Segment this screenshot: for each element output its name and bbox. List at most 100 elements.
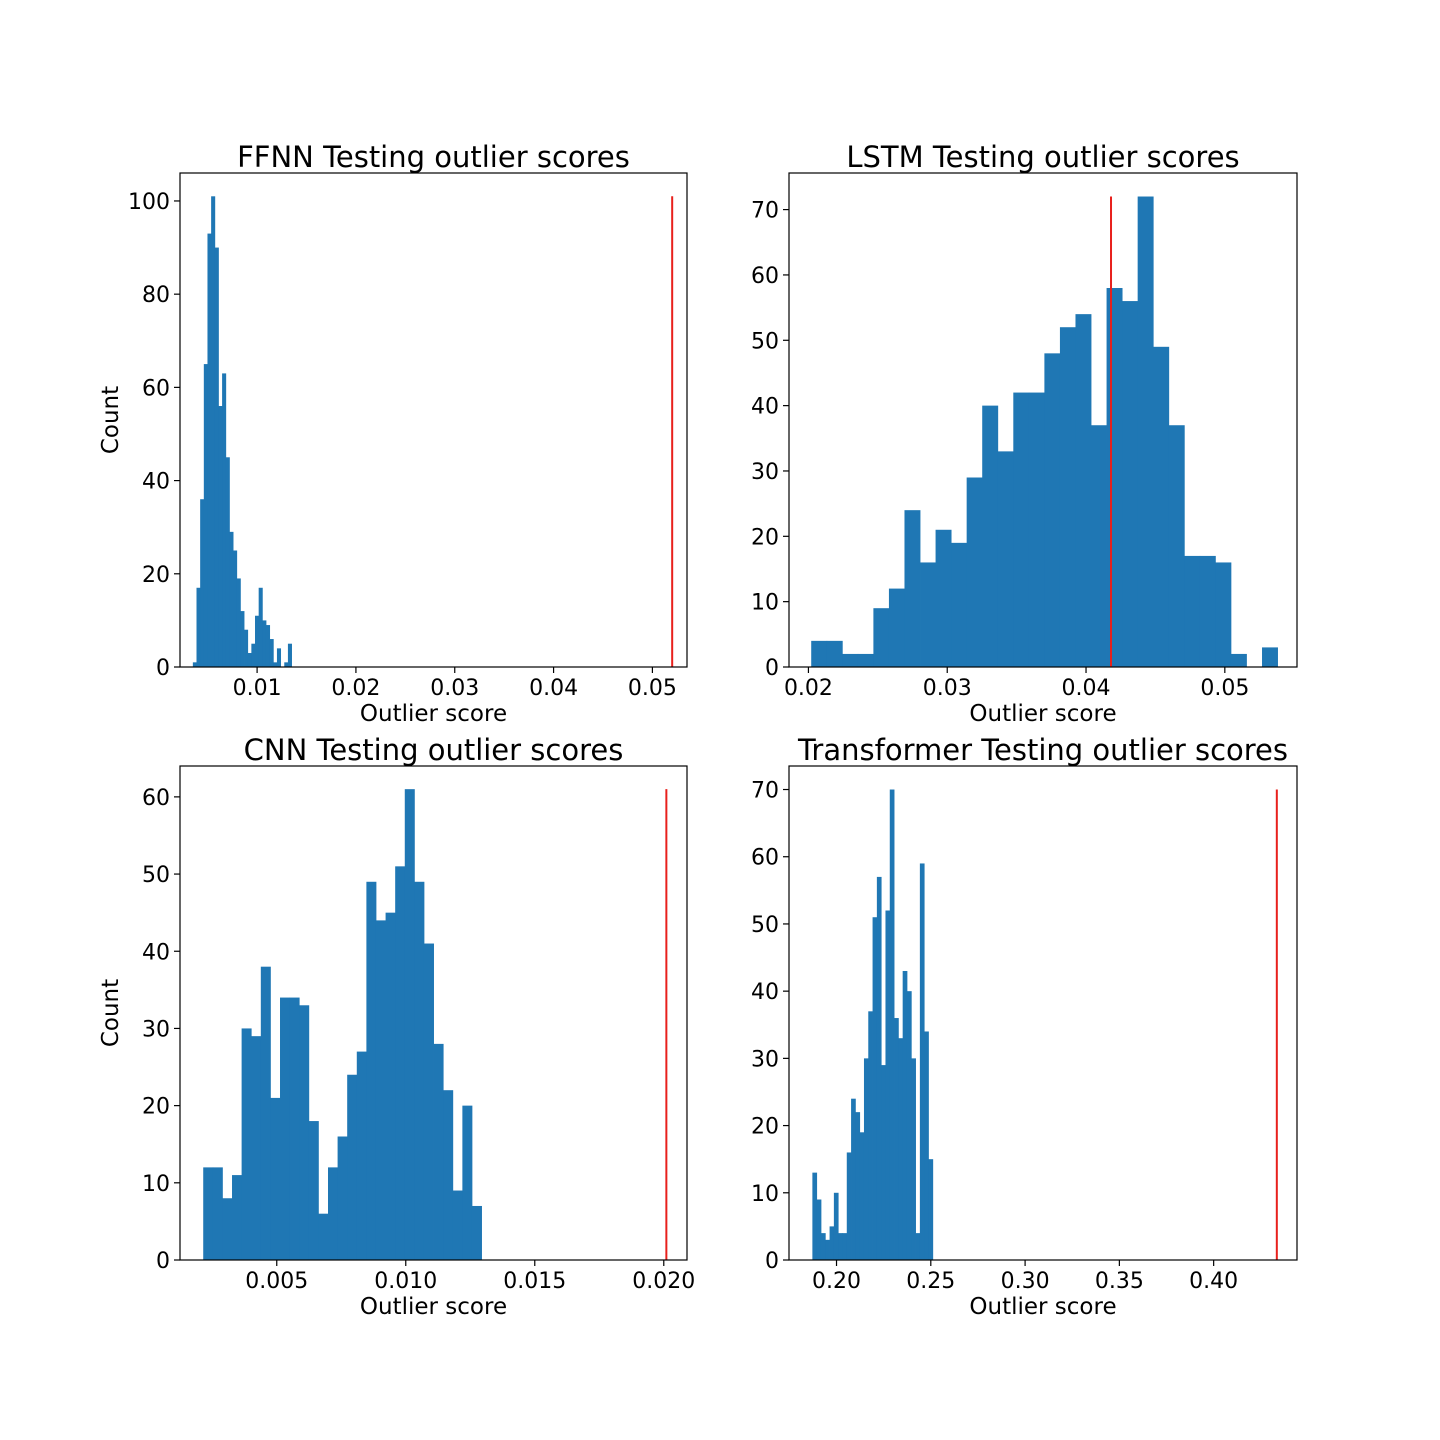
histogram-bar bbox=[928, 1159, 934, 1260]
histogram-bar bbox=[258, 587, 263, 667]
axes-frame bbox=[788, 172, 1298, 668]
histogram-bar bbox=[982, 405, 999, 667]
histogram-bar bbox=[898, 1038, 904, 1260]
histogram-bar bbox=[262, 620, 267, 667]
x-tick-label: 0.20 bbox=[812, 1269, 861, 1294]
axes-frame bbox=[179, 172, 688, 668]
histogram-bar bbox=[888, 588, 905, 667]
histogram-bar bbox=[328, 1167, 338, 1261]
y-tick-label: 10 bbox=[751, 1182, 779, 1207]
histogram-bar bbox=[203, 1167, 214, 1261]
y-tick-label: 50 bbox=[751, 329, 779, 354]
histogram-bar bbox=[966, 477, 983, 667]
x-tick-label: 0.04 bbox=[1062, 676, 1111, 701]
histogram-bar bbox=[222, 1198, 233, 1260]
y-tick-label: 70 bbox=[751, 199, 779, 224]
histogram-bar bbox=[240, 611, 245, 667]
y-tick-label: 20 bbox=[142, 1095, 170, 1120]
histogram-bar bbox=[829, 1226, 835, 1260]
histogram-bar bbox=[833, 1192, 839, 1260]
histogram-bar bbox=[225, 457, 230, 667]
y-tick-label: 20 bbox=[142, 563, 170, 588]
y-tick-label: 60 bbox=[142, 786, 170, 811]
histogram-bar bbox=[857, 653, 874, 667]
histogram-bar bbox=[906, 991, 912, 1260]
y-tick-label: 100 bbox=[128, 190, 170, 215]
histogram-bar bbox=[915, 1233, 921, 1260]
x-tick-label: 0.04 bbox=[529, 676, 578, 701]
histogram-bar bbox=[385, 912, 396, 1260]
histogram-bar bbox=[375, 920, 386, 1261]
y-tick-label: 70 bbox=[751, 779, 779, 804]
x-tick-label: 0.020 bbox=[632, 1269, 695, 1294]
x-tick-label: 0.010 bbox=[374, 1269, 437, 1294]
chart-panel-0: 0.01 0.02 0.03 0.04 0.05 0 20 40 60 80 100 FFNN Tes… bbox=[98, 140, 688, 727]
histogram-bar bbox=[289, 997, 300, 1260]
histogram-bar bbox=[260, 966, 271, 1260]
histogram-bar bbox=[842, 1233, 848, 1260]
histogram-bar bbox=[269, 639, 274, 667]
histogram-bar bbox=[838, 1233, 843, 1260]
histogram-bar bbox=[404, 789, 415, 1260]
y-tick-label: 30 bbox=[751, 1047, 779, 1072]
y-tick-label: 60 bbox=[142, 376, 170, 401]
histogram-bar bbox=[299, 1005, 310, 1260]
axes-frame bbox=[179, 765, 688, 1261]
axes-frame bbox=[788, 765, 1298, 1261]
histogram-bar bbox=[825, 1239, 830, 1260]
histogram-bar bbox=[846, 1152, 852, 1260]
histogram-bar bbox=[196, 587, 201, 667]
histogram-bar bbox=[885, 910, 891, 1260]
histogram-bar bbox=[1013, 392, 1030, 667]
x-tick-label: 0.015 bbox=[503, 1269, 566, 1294]
x-axis-label: Outlier score bbox=[969, 701, 1116, 727]
histogram-bar bbox=[251, 643, 256, 667]
histogram-bar bbox=[462, 1105, 473, 1261]
chart-panel-1: 0.02 0.03 0.04 0.05 0 10 20 30 40 50 60 70 LSTM Test… bbox=[751, 140, 1298, 727]
histogram-bar bbox=[308, 1121, 319, 1260]
histogram-bar bbox=[842, 653, 859, 667]
y-tick-label: 10 bbox=[751, 591, 779, 616]
histogram-bar bbox=[337, 1136, 348, 1260]
y-tick-label: 50 bbox=[751, 913, 779, 938]
histogram-bar bbox=[270, 1097, 281, 1260]
x-tick-label: 0.05 bbox=[1200, 676, 1249, 701]
histogram-bar bbox=[1184, 555, 1201, 667]
histogram-bar bbox=[1122, 301, 1139, 667]
y-tick-label: 60 bbox=[751, 846, 779, 871]
chart-title: Transformer Testing outlier scores bbox=[797, 733, 1288, 767]
x-tick-label: 0.005 bbox=[245, 1269, 308, 1294]
x-tick-label: 0.03 bbox=[430, 676, 479, 701]
histogram-bar bbox=[414, 881, 425, 1260]
histogram-bar bbox=[1059, 327, 1076, 667]
histogram-bar bbox=[1137, 196, 1154, 667]
histogram-bar bbox=[820, 1233, 826, 1260]
histogram-bar bbox=[251, 1036, 262, 1260]
histogram-bar bbox=[1028, 392, 1045, 667]
histogram-bar bbox=[812, 1172, 818, 1260]
histogram-bar bbox=[395, 866, 406, 1260]
histogram-bar bbox=[255, 615, 260, 667]
histogram-bar bbox=[902, 970, 908, 1260]
histogram-bar bbox=[1262, 647, 1278, 667]
x-axis-label: Outlier score bbox=[360, 1294, 507, 1320]
histogram-bar bbox=[872, 917, 878, 1260]
histogram-bar bbox=[284, 662, 289, 667]
histogram-bar bbox=[203, 364, 208, 667]
histogram-bar bbox=[1044, 353, 1061, 667]
histogram-bar bbox=[997, 451, 1014, 667]
histogram-bar bbox=[247, 653, 252, 667]
y-axis-label: Count bbox=[98, 386, 124, 454]
y-tick-label: 0 bbox=[156, 1249, 170, 1274]
histogram-bar bbox=[423, 943, 434, 1260]
histogram-bar bbox=[452, 1190, 463, 1260]
histogram-bar bbox=[232, 1175, 243, 1260]
histogram-bar bbox=[287, 643, 292, 667]
y-tick-label: 30 bbox=[751, 460, 779, 485]
x-tick-label: 0.25 bbox=[906, 1269, 955, 1294]
histogram-bar bbox=[241, 1028, 252, 1260]
x-axis-label: Outlier score bbox=[969, 1294, 1116, 1320]
histogram-bar bbox=[273, 662, 278, 667]
histogram-bar bbox=[214, 247, 219, 667]
histogram-bar bbox=[859, 1132, 865, 1260]
